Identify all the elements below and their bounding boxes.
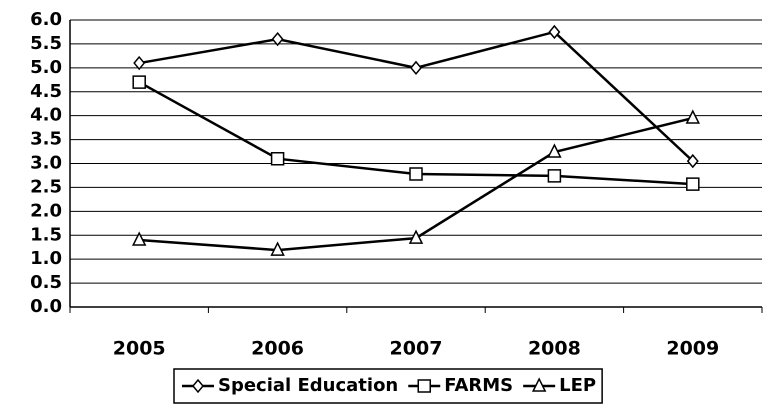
y-tick-label: 5.0 — [30, 57, 62, 78]
marker — [192, 378, 204, 394]
y-tick-label: 4.0 — [30, 105, 62, 126]
y-tick-label: 5.5 — [30, 33, 62, 54]
y-tick-label: 4.5 — [30, 81, 62, 102]
marker — [685, 109, 701, 124]
x-tick-label: 2007 — [390, 338, 443, 360]
y-tick-label: 0.0 — [30, 296, 62, 317]
marker — [686, 177, 700, 191]
marker — [548, 24, 561, 40]
line — [138, 30, 694, 163]
y-tick-label: 2.0 — [30, 200, 62, 221]
marker — [409, 167, 423, 181]
y-tick-label: 1.0 — [30, 248, 62, 269]
legend-label: LEP — [559, 375, 596, 396]
x-tick-label: 2006 — [251, 338, 304, 360]
marker — [132, 75, 146, 89]
marker — [686, 153, 699, 169]
x-tick-label: 2009 — [666, 338, 719, 360]
x-tick-label: 2008 — [528, 338, 581, 360]
legend: Special Education FARMS LEP — [173, 368, 603, 404]
marker — [131, 231, 147, 246]
y-tick-label: 6.0 — [30, 9, 62, 30]
y-tick-label: 3.5 — [30, 129, 62, 150]
marker — [410, 60, 422, 76]
legend-label: FARMS — [444, 375, 513, 396]
marker — [547, 143, 562, 158]
y-tick-label: 1.5 — [30, 224, 62, 245]
marker — [547, 169, 562, 183]
marker — [417, 379, 431, 393]
y-tick-label: 2.5 — [30, 176, 62, 197]
y-tick-label: 3.0 — [30, 153, 62, 174]
marker — [408, 229, 424, 244]
marker — [271, 31, 284, 47]
marker — [531, 377, 547, 392]
x-tick-label: 2005 — [113, 338, 166, 360]
y-tick-label: 0.5 — [30, 272, 62, 293]
marker — [270, 151, 285, 166]
marker — [270, 241, 285, 256]
legend-label: Special Education — [218, 375, 398, 396]
marker — [133, 55, 146, 71]
